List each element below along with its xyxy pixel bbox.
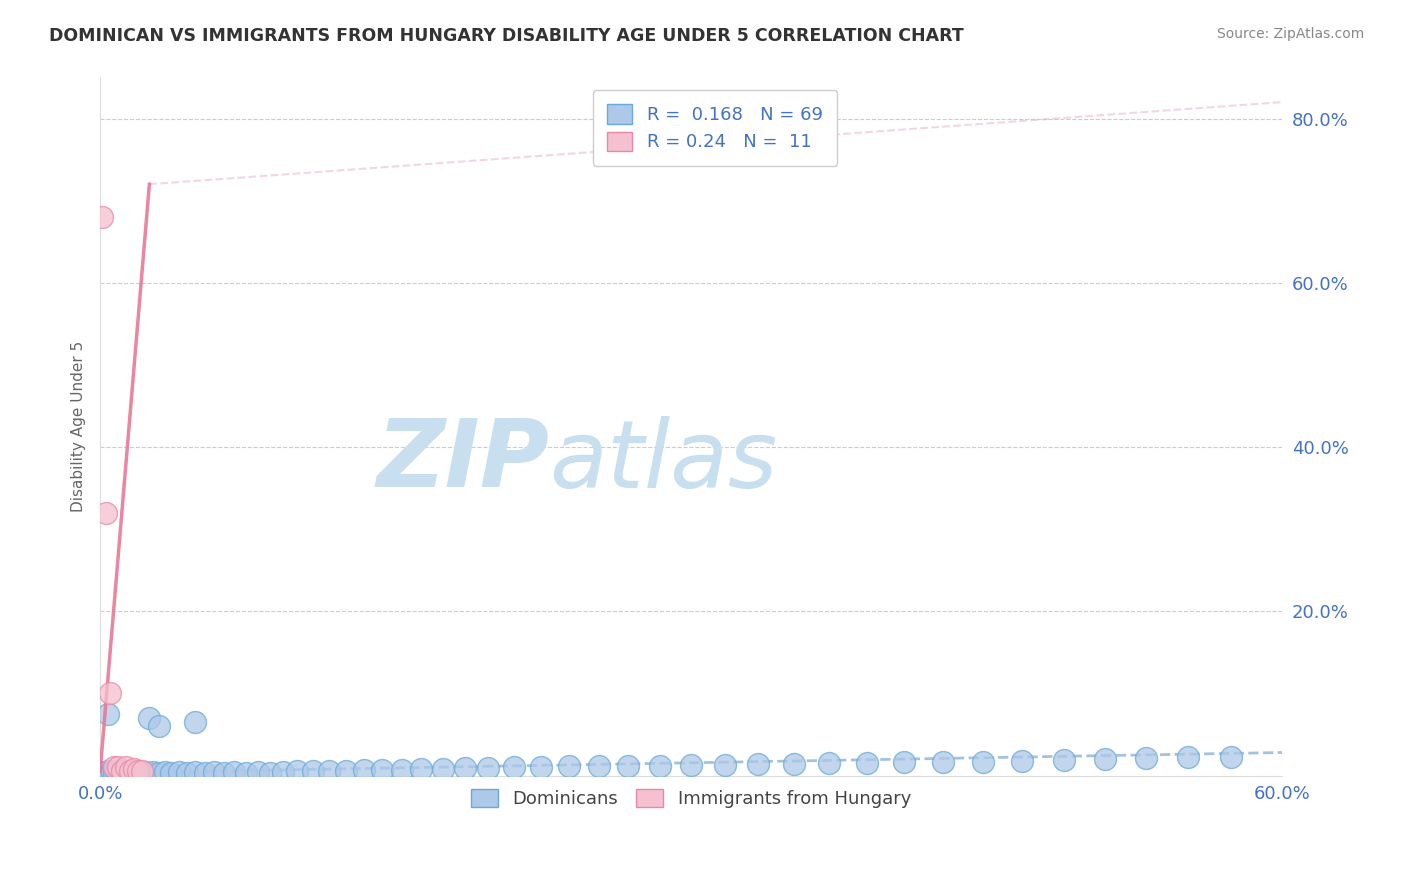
Point bbox=[138, 766, 160, 780]
Point bbox=[648, 758, 671, 772]
Point bbox=[285, 764, 308, 779]
Point bbox=[98, 686, 121, 700]
Point bbox=[318, 764, 340, 778]
Point bbox=[167, 765, 190, 780]
Text: atlas: atlas bbox=[550, 416, 778, 507]
Point bbox=[103, 760, 125, 774]
Point bbox=[1094, 752, 1116, 766]
Point bbox=[183, 715, 205, 730]
Point bbox=[617, 758, 640, 772]
Point bbox=[855, 756, 877, 771]
Point bbox=[302, 764, 325, 779]
Point bbox=[134, 765, 156, 780]
Point bbox=[93, 765, 115, 780]
Point bbox=[1052, 753, 1074, 767]
Point bbox=[893, 756, 915, 770]
Point bbox=[131, 766, 153, 780]
Point bbox=[1220, 749, 1243, 764]
Point bbox=[127, 765, 149, 780]
Point bbox=[131, 764, 153, 779]
Point bbox=[138, 711, 160, 725]
Point bbox=[713, 757, 735, 772]
Point bbox=[101, 765, 124, 780]
Point bbox=[94, 506, 117, 520]
Point bbox=[91, 210, 114, 224]
Point bbox=[411, 762, 433, 776]
Point bbox=[94, 766, 117, 780]
Text: DOMINICAN VS IMMIGRANTS FROM HUNGARY DISABILITY AGE UNDER 5 CORRELATION CHART: DOMINICAN VS IMMIGRANTS FROM HUNGARY DIS… bbox=[49, 27, 965, 45]
Point bbox=[477, 761, 499, 775]
Point bbox=[153, 765, 176, 780]
Point bbox=[183, 765, 205, 780]
Point bbox=[246, 765, 269, 780]
Point bbox=[782, 757, 804, 772]
Point bbox=[111, 766, 134, 780]
Point bbox=[111, 764, 134, 779]
Point bbox=[108, 765, 131, 780]
Point bbox=[193, 766, 215, 780]
Point bbox=[502, 760, 524, 774]
Point bbox=[107, 760, 129, 774]
Point bbox=[530, 760, 553, 774]
Point bbox=[1135, 751, 1157, 765]
Point bbox=[107, 766, 129, 780]
Point bbox=[558, 759, 581, 773]
Point bbox=[747, 757, 769, 772]
Point bbox=[127, 764, 149, 779]
Point bbox=[202, 765, 225, 780]
Point bbox=[98, 766, 121, 780]
Point bbox=[112, 765, 135, 780]
Legend: Dominicans, Immigrants from Hungary: Dominicans, Immigrants from Hungary bbox=[464, 781, 918, 815]
Point bbox=[588, 759, 610, 773]
Point bbox=[932, 756, 955, 770]
Point bbox=[371, 763, 394, 777]
Point bbox=[353, 763, 375, 777]
Text: ZIP: ZIP bbox=[377, 416, 550, 508]
Point bbox=[432, 762, 454, 776]
Point bbox=[148, 719, 170, 733]
Point bbox=[160, 766, 183, 780]
Point bbox=[118, 764, 141, 779]
Point bbox=[176, 766, 198, 780]
Point bbox=[972, 755, 994, 769]
Point bbox=[224, 765, 246, 780]
Point bbox=[142, 765, 165, 780]
Point bbox=[335, 764, 357, 778]
Point bbox=[273, 765, 295, 780]
Point bbox=[212, 766, 235, 780]
Point bbox=[818, 756, 841, 771]
Point bbox=[97, 706, 120, 721]
Point bbox=[114, 760, 136, 774]
Point bbox=[103, 766, 125, 780]
Point bbox=[1011, 754, 1033, 768]
Point bbox=[122, 762, 145, 776]
Point bbox=[118, 765, 141, 780]
Point bbox=[453, 761, 475, 775]
Y-axis label: Disability Age Under 5: Disability Age Under 5 bbox=[72, 341, 86, 512]
Text: Source: ZipAtlas.com: Source: ZipAtlas.com bbox=[1216, 27, 1364, 41]
Point bbox=[259, 766, 281, 780]
Point bbox=[104, 764, 127, 779]
Point bbox=[391, 763, 413, 777]
Point bbox=[122, 766, 145, 780]
Point bbox=[97, 764, 120, 779]
Point bbox=[235, 766, 257, 780]
Point bbox=[1177, 750, 1199, 764]
Point bbox=[114, 766, 136, 780]
Point bbox=[148, 766, 170, 780]
Point bbox=[681, 757, 703, 772]
